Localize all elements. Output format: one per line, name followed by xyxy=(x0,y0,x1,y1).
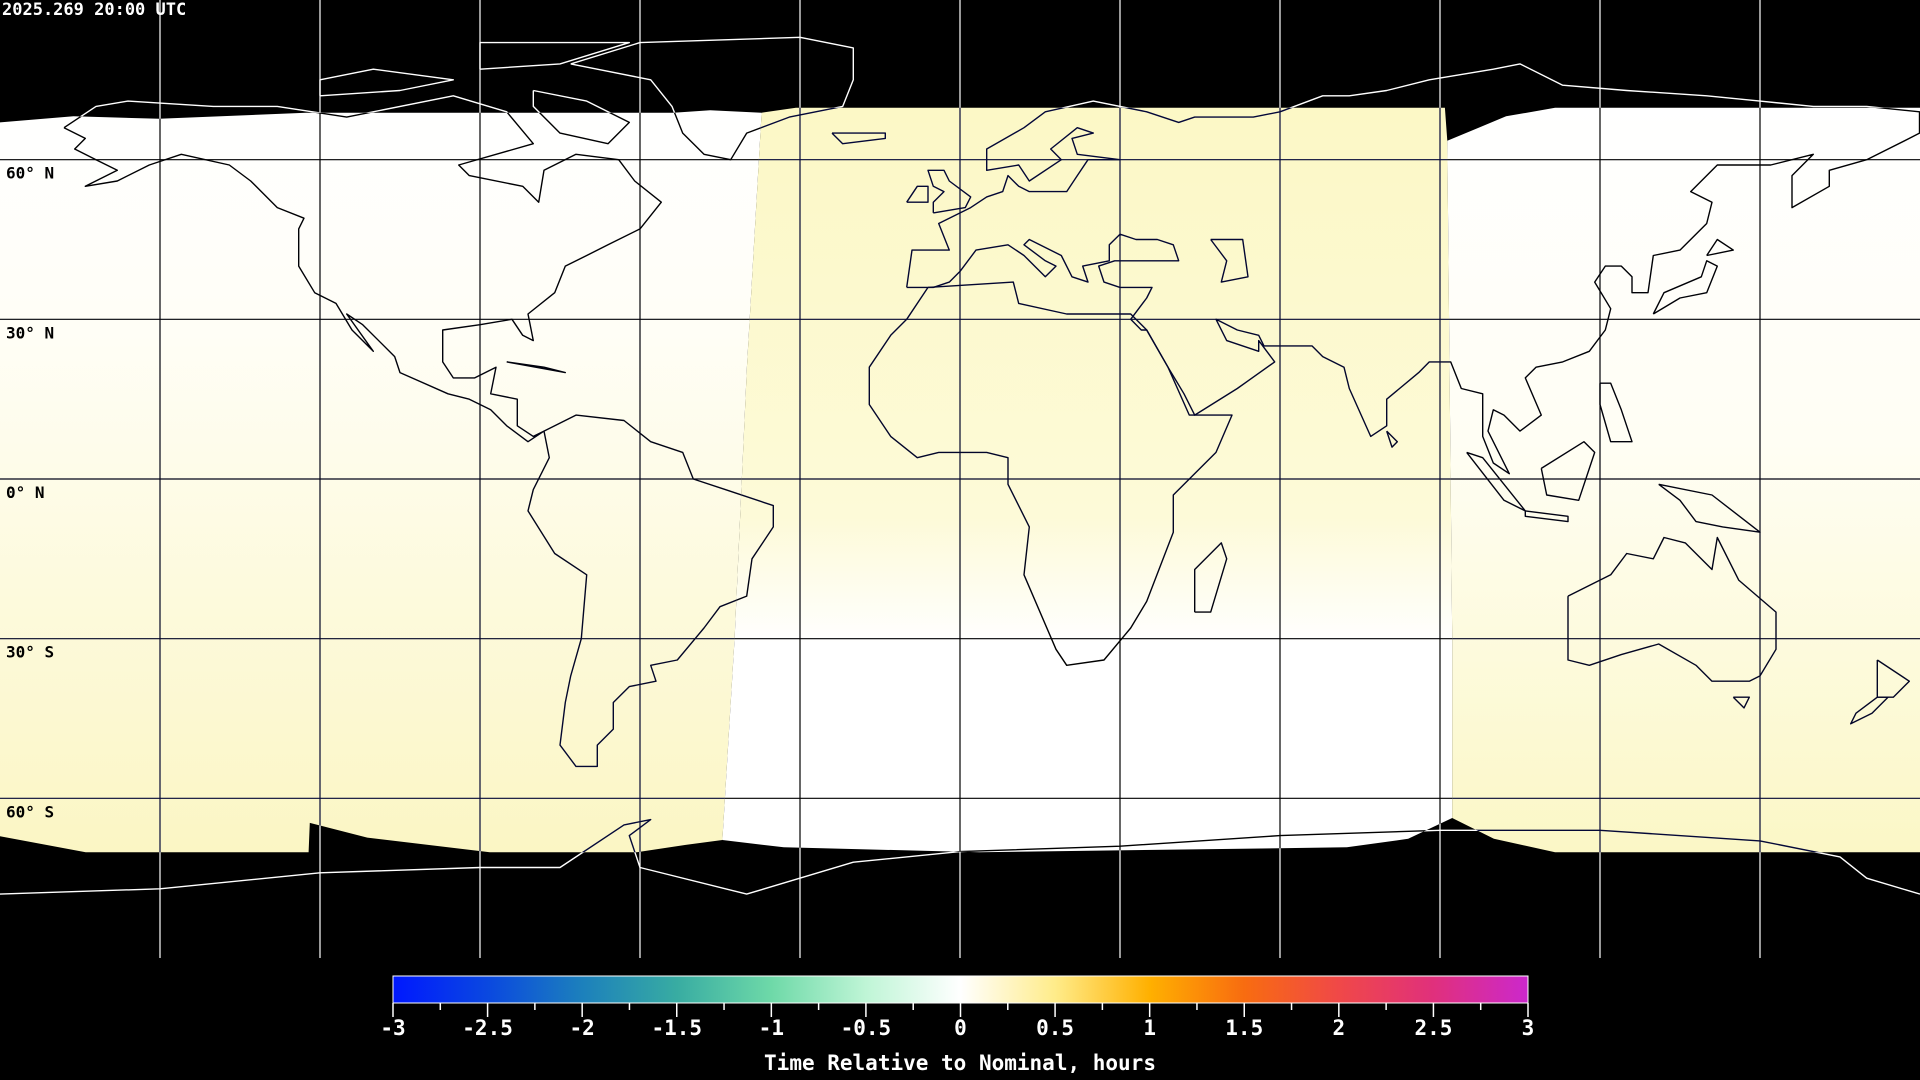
latitude-label: 30° S xyxy=(6,643,54,662)
colorbar-tick-label: 1 xyxy=(1143,1016,1156,1040)
coastline-tasmania xyxy=(1732,696,1750,709)
coastline-madagascar xyxy=(1194,542,1228,613)
colorbar-tick-label: -0.5 xyxy=(841,1016,892,1040)
coastline-australia xyxy=(1567,536,1777,682)
coastline-borneo xyxy=(1540,441,1596,501)
timestamp-label: 2025.269 20:00 UTC xyxy=(2,0,186,20)
coastline-nz-south xyxy=(1850,696,1889,725)
colorbar-tick-label: 0.5 xyxy=(1036,1016,1074,1040)
coastline-hokkaido xyxy=(1706,238,1734,257)
colorbar-tick-label: -3 xyxy=(380,1016,405,1040)
colorbar-tick-label: 2.5 xyxy=(1414,1016,1452,1040)
coastline-sri-lanka xyxy=(1386,430,1398,448)
map-overlay xyxy=(0,0,1920,958)
coverage-west xyxy=(0,110,762,853)
latitude-label: 60° N xyxy=(6,164,54,183)
colorbar-title: Time Relative to Nominal, hours xyxy=(764,1051,1156,1075)
graticule xyxy=(0,0,1920,958)
coastline-nz-north xyxy=(1876,659,1910,698)
colorbar-tick-label: 1.5 xyxy=(1225,1016,1263,1040)
coastline-iceland xyxy=(831,132,886,145)
coverage-east xyxy=(1447,107,1920,853)
coastline-great-britain xyxy=(927,169,972,214)
colorbar: -3 -2.5 -2 -1.5 -1 -0.5 0 0.5 1 1.5 2 2.5 3 Time Rel… xyxy=(380,975,1534,1075)
coverage-regions xyxy=(0,107,1920,853)
coastline-baffin xyxy=(532,89,630,145)
coastline-cuba xyxy=(506,361,566,374)
latitude-label: 60° S xyxy=(6,802,54,821)
colorbar-gradient xyxy=(392,975,1529,1004)
colorbar-tick-label: 0 xyxy=(954,1016,967,1040)
colorbar-ticks: -3 -2.5 -2 -1.5 -1 -0.5 0 0.5 1 1.5 2 2.5 3 xyxy=(380,1003,1534,1040)
latitude-labels: 60° N 30° N 0° N 30° S 60° S xyxy=(6,164,54,822)
colorbar-tick-label: 2 xyxy=(1333,1016,1346,1040)
colorbar-tick-label: -2 xyxy=(570,1016,595,1040)
coastline-north-america xyxy=(63,95,662,443)
coastline-japan xyxy=(1652,260,1718,315)
coastline-caspian xyxy=(1210,238,1249,283)
coverage-central xyxy=(722,107,1453,853)
coastline-new-guinea xyxy=(1658,483,1761,533)
colorbar-tick-label: -1.5 xyxy=(651,1016,702,1040)
colorbar-tick-label: -2.5 xyxy=(462,1016,513,1040)
colorbar-tick-label: -1 xyxy=(759,1016,784,1040)
latitude-label: 30° N xyxy=(6,323,54,342)
coastline-java xyxy=(1524,510,1569,523)
coastline-south-america xyxy=(527,414,774,768)
coastline-africa xyxy=(868,281,1233,666)
coastline-greenland xyxy=(570,36,854,161)
coastline-ireland xyxy=(906,185,929,203)
latitude-label: 0° N xyxy=(6,483,45,502)
colorbar-tick-label: 3 xyxy=(1522,1016,1535,1040)
